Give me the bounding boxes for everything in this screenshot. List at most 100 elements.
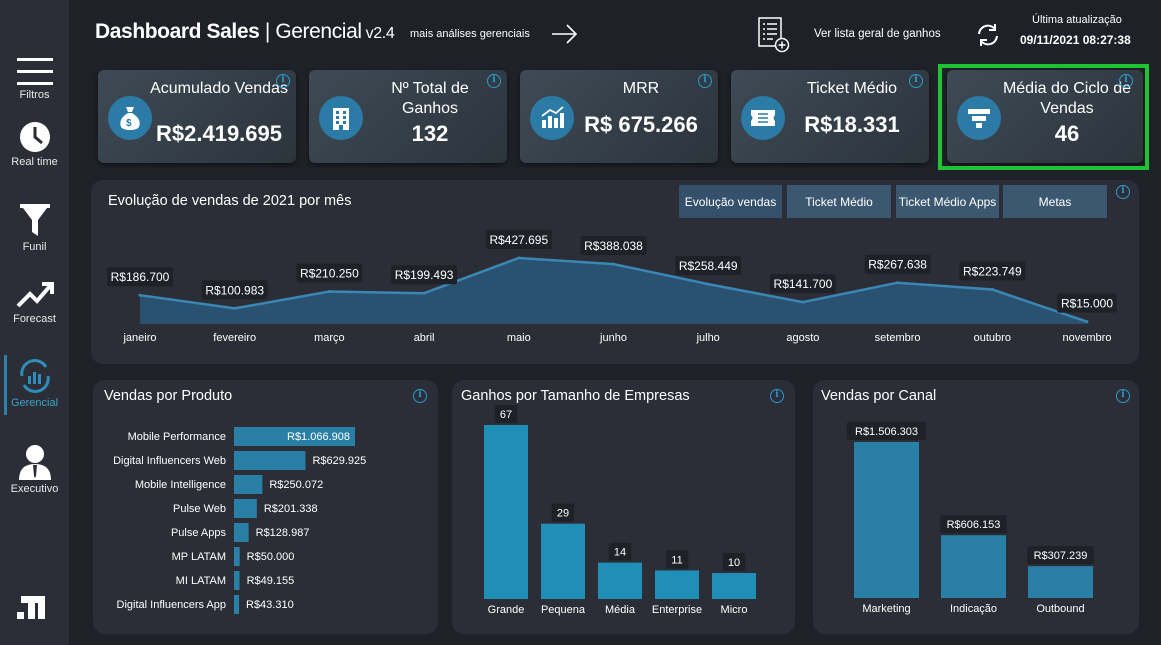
refresh-icon[interactable]	[975, 22, 1001, 48]
sidebar-item-gerencial[interactable]: Gerencial	[0, 358, 69, 409]
info-icon[interactable]: i	[276, 74, 290, 88]
list-add-icon[interactable]	[758, 17, 790, 53]
svg-text:$: $	[126, 118, 132, 129]
sidebar-item-label: Executivo	[10, 483, 59, 495]
sidebar-item-forecast[interactable]: Forecast	[0, 280, 69, 325]
data-label-bg	[551, 503, 575, 522]
category-label: Mobile Intelligence	[135, 479, 226, 491]
data-label: R$267.638	[868, 258, 927, 272]
x-tick-label: julho	[696, 332, 720, 344]
data-label: R$427.695	[489, 233, 548, 247]
sidebar: Filtros Real time Funil Forecast Gerenci…	[0, 0, 69, 645]
title-separator: |	[259, 20, 276, 43]
evolution-point	[706, 282, 710, 286]
info-icon[interactable]: i	[1116, 185, 1130, 199]
last-update-label: Última atualização	[1032, 14, 1122, 26]
info-icon[interactable]: i	[698, 74, 712, 88]
evolution-point	[138, 293, 142, 297]
general-wins-list-link[interactable]: Ver lista geral de ganhos	[814, 28, 941, 40]
tab-goals[interactable]: Metas	[1003, 185, 1107, 218]
info-icon[interactable]: i	[487, 74, 501, 88]
data-label: R$258.449	[679, 259, 738, 273]
x-tick-label: abril	[414, 332, 435, 344]
tab-sales-evolution[interactable]: Evolução vendas	[679, 185, 782, 218]
data-label-bg	[391, 265, 457, 285]
active-indicator	[4, 355, 7, 415]
tab-average-ticket[interactable]: Ticket Médio	[787, 185, 891, 218]
sidebar-item-filtros[interactable]: Filtros	[0, 56, 69, 101]
info-icon[interactable]: i	[1116, 389, 1130, 403]
data-label-bg	[665, 550, 689, 569]
bar	[234, 571, 240, 590]
evolution-point	[1085, 320, 1089, 324]
bar	[854, 442, 919, 598]
ticket-icon	[741, 96, 785, 140]
bar	[941, 535, 1006, 598]
kpi-card-average-ticket: Ticket Médio R$18.331 i	[731, 70, 929, 163]
data-label: R$15.000	[1061, 297, 1113, 311]
bar-growth-icon	[530, 96, 574, 140]
title-version: v2.4	[361, 25, 395, 42]
data-label: R$100.983	[205, 283, 264, 297]
x-tick-label: Pequena	[541, 604, 586, 616]
info-icon[interactable]: i	[909, 74, 923, 88]
sidebar-item-real-time[interactable]: Real time	[0, 121, 69, 168]
kpi-title: Média do Ciclo de Vendas	[1002, 80, 1132, 117]
sidebar-item-executivo[interactable]: Executivo	[0, 444, 69, 495]
evolution-point	[422, 291, 426, 295]
data-label-bg	[580, 236, 647, 256]
executive-icon	[18, 445, 51, 480]
data-label: R$1.066.908	[287, 431, 350, 443]
x-tick-label: Marketing	[862, 603, 910, 615]
category-label: MI LATAM	[176, 575, 226, 587]
evolution-point	[517, 256, 521, 260]
x-tick-label: março	[314, 332, 345, 344]
data-label: R$629.925	[312, 455, 366, 467]
evolution-point	[896, 281, 900, 285]
evolution-point	[327, 290, 331, 294]
bar	[712, 573, 756, 599]
x-tick-label: Média	[605, 604, 636, 616]
data-label: R$201.338	[264, 503, 318, 515]
info-icon[interactable]: i	[1119, 74, 1133, 88]
title-section: Gerencial	[275, 20, 362, 43]
building-icon	[319, 96, 363, 140]
kpi-card-accumulated-sales: $ Acumulado Vendas R$2.419.695 i	[98, 70, 296, 163]
category-label: Mobile Performance	[128, 431, 226, 443]
info-icon[interactable]: i	[413, 389, 427, 403]
sidebar-item-label: Gerencial	[10, 397, 59, 409]
bar	[598, 562, 642, 599]
evolution-area	[140, 258, 1087, 324]
data-label: 11	[671, 554, 682, 566]
info-icon[interactable]: i	[770, 389, 784, 403]
more-analyses-link[interactable]: mais análises gerenciais	[410, 28, 530, 40]
x-tick-label: novembro	[1063, 332, 1112, 344]
sales-by-product-chart: Mobile Performance R$1.066.908 Digital Inf…	[113, 427, 366, 614]
kpi-title: Nº Total de Ganhos	[391, 80, 469, 117]
x-tick-label: Outbound	[1036, 603, 1084, 615]
data-label-bg	[296, 263, 363, 283]
bar	[234, 475, 263, 494]
trend-up-icon	[16, 282, 54, 308]
tab-average-ticket-apps[interactable]: Ticket Médio Apps	[896, 185, 999, 218]
data-label: 67	[500, 409, 512, 421]
kpi-title: MRR	[622, 80, 660, 97]
last-update-value: 09/11/2021 08:27:38	[1020, 33, 1131, 47]
data-label: R$199.493	[395, 268, 454, 282]
category-label: Pulse Apps	[171, 527, 227, 539]
sales-by-channel-chart: R$1.506.303 Marketing R$606.153 Indicação R$…	[846, 422, 1094, 615]
data-label-bg	[1057, 293, 1117, 313]
x-tick-label: junho	[599, 332, 627, 344]
bar	[655, 570, 699, 599]
data-label-bg	[201, 280, 268, 300]
funnel-icon	[957, 96, 1001, 140]
data-label-bg	[940, 515, 1007, 534]
data-label-bg	[107, 267, 173, 287]
arrow-right-icon[interactable]	[552, 23, 578, 45]
data-label-bg	[846, 422, 927, 440]
kpi-title: Ticket Médio	[806, 80, 898, 97]
x-tick-label: Enterprise	[652, 604, 702, 616]
sales-evolution-title: Evolução de vendas de 2021 por mês	[108, 193, 352, 209]
category-label: Digital Influencers App	[117, 599, 226, 611]
sidebar-item-funil[interactable]: Funil	[0, 202, 69, 253]
